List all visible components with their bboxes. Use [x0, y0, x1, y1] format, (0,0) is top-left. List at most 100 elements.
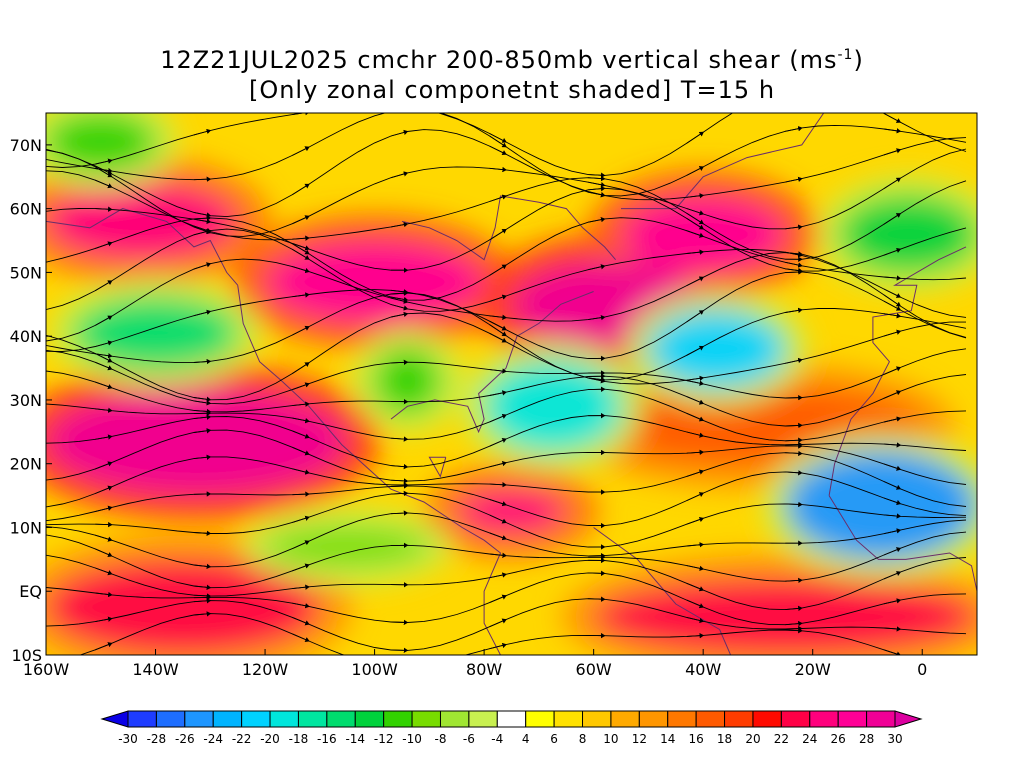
- streamline-arrow: [292, 325, 310, 336]
- streamline-arrow: [883, 547, 902, 556]
- colorbar-label: 12: [632, 732, 647, 746]
- streamline-arrow: [785, 605, 803, 612]
- title-text: 12Z21JUL2025 cmchr 200-850mb vertical sh…: [160, 46, 838, 74]
- colorbar-swatch: [667, 710, 697, 728]
- streamline-arrow: [292, 584, 310, 590]
- lon-tick-label: 140W: [132, 660, 179, 679]
- streamline-arrow: [588, 172, 606, 178]
- streamline-arrow: [588, 216, 606, 223]
- streamline-arrow: [193, 215, 212, 221]
- colorbar-swatch: [212, 710, 243, 728]
- streamline-arrow: [193, 598, 212, 604]
- streamline-arrow: [686, 249, 705, 255]
- colorbar-label: 24: [802, 732, 817, 746]
- colorbar-swatch: [354, 710, 385, 728]
- streamline-arrow: [292, 215, 310, 225]
- streamline-arrow: [489, 314, 507, 320]
- streamline-arrow: [95, 521, 113, 528]
- easterly-region-arctic-easterly: [46, 113, 156, 171]
- streamline-arrow: [292, 183, 310, 195]
- colorbar-swatch: [297, 710, 328, 728]
- streamline-arrow: [588, 264, 606, 271]
- streamline-arrow: [785, 625, 803, 632]
- lat-tick-label: 10N: [10, 518, 42, 537]
- streamline-arrow: [785, 470, 803, 476]
- streamline-arrow: [193, 226, 212, 235]
- streamline-arrow: [785, 125, 803, 132]
- streamline-arrow: [489, 324, 507, 337]
- colorbar-label: 30: [887, 732, 902, 746]
- streamline-arrow: [95, 353, 113, 359]
- streamline-arrow: [390, 359, 409, 366]
- lon-tick-label: 80W: [466, 660, 502, 679]
- streamline-arrow: [292, 242, 310, 251]
- streamline-arrow: [95, 381, 113, 390]
- streamline-arrow: [883, 294, 902, 307]
- streamline-arrow: [193, 563, 212, 570]
- latitude-axis: 70N 60N 50N 40N 30N 20N 10N EQ 10S: [10, 136, 52, 665]
- lat-tick-label: 10S: [11, 646, 42, 665]
- lon-tick-label: 40W: [685, 660, 721, 679]
- colorbar-swatch: [638, 710, 669, 728]
- colorbar-label: -18: [289, 732, 309, 746]
- streamline-arrow: [193, 128, 212, 136]
- colorbar-label: -12: [374, 732, 394, 746]
- colorbar-swatch: [837, 710, 868, 728]
- streamline-arrow: [489, 368, 507, 374]
- colorbar-swatch: [383, 710, 413, 728]
- streamline-arrow: [489, 642, 507, 650]
- streamline-arrow: [292, 563, 310, 572]
- streamline-arrow: [95, 461, 113, 470]
- colorbar-label: -24: [203, 732, 223, 746]
- streamline-arrow: [390, 221, 409, 228]
- streamline-arrow: [390, 296, 409, 303]
- colorbar-label: 10: [603, 732, 618, 746]
- streamline-arrow: [686, 449, 705, 456]
- streamline-arrow: [686, 492, 705, 502]
- streamline-arrow: [292, 382, 310, 391]
- lon-tick-label: 60W: [576, 660, 612, 679]
- streamline-arrow: [785, 261, 803, 268]
- streamline-arrow: [193, 262, 212, 270]
- colorbar-label: 20: [745, 732, 760, 746]
- streamline-arrow: [95, 353, 113, 363]
- streamline-arrow: [686, 516, 705, 525]
- streamline-arrow: [686, 380, 705, 386]
- streamline-arrow: [883, 497, 902, 506]
- colorbar-swatch: [127, 710, 157, 728]
- streamline-arrow: [489, 482, 507, 488]
- streamline-arrow: [686, 212, 704, 225]
- streamline-arrow: [292, 515, 310, 523]
- streamline-arrow: [390, 304, 409, 311]
- streamline-arrow: [588, 185, 606, 192]
- streamline-arrow: [193, 584, 212, 591]
- streamline-arrow: [390, 483, 409, 489]
- streamline-arrow: [193, 176, 212, 182]
- streamline-arrow: [292, 446, 310, 456]
- streamline-arrow: [193, 530, 212, 536]
- streamline-arrow: [193, 309, 212, 317]
- easterly-region-itcz-pacific-easterly: [265, 527, 430, 566]
- colorbar-label: -20: [260, 732, 280, 746]
- shear-band-north-pacific-jet: [46, 183, 238, 260]
- streamline-arrow: [785, 437, 803, 443]
- streamline-arrow: [193, 218, 212, 225]
- colorbar-label: -8: [434, 732, 446, 746]
- streamline-arrow: [883, 275, 902, 281]
- streamline-arrow: [883, 570, 902, 580]
- easterly-region-greenland-sea-easterly: [840, 195, 977, 273]
- easterly-region-western-atlantic-easterly: [484, 361, 622, 451]
- streamline-arrow: [390, 436, 409, 442]
- streamline-arrow: [785, 620, 803, 627]
- streamline-arrow: [292, 540, 310, 550]
- colorbar-label: -30: [118, 732, 138, 746]
- streamline-arrow: [292, 243, 310, 255]
- streamline-arrow: [883, 528, 902, 535]
- streamline-arrow: [390, 619, 409, 626]
- streamline-arrow: [292, 362, 310, 374]
- streamline-arrow: [193, 358, 212, 365]
- colorbar-label: -26: [175, 732, 195, 746]
- lat-tick-label: 40N: [10, 327, 42, 346]
- colorbar-swatch: [809, 710, 839, 728]
- colorbar-swatch: [155, 710, 186, 728]
